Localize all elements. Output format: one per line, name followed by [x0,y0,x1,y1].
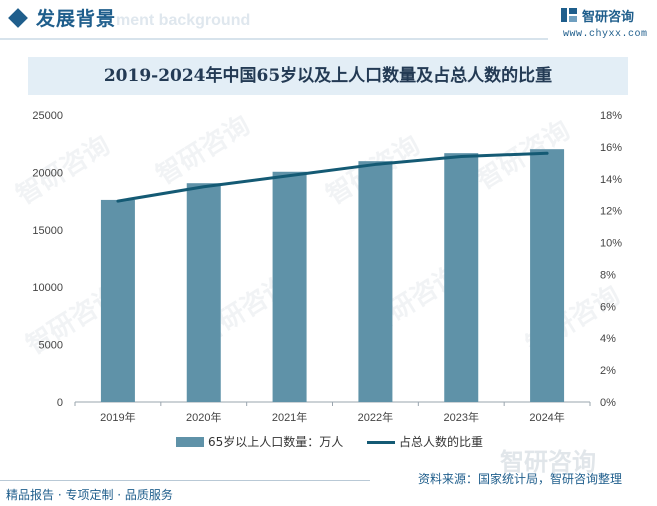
line-series [116,151,549,203]
bar [186,183,221,402]
footer-divider [0,480,370,481]
y-tick-label: 10000 [32,282,63,294]
y-tick-label: 0 [57,397,63,409]
y-tick-label: 20000 [32,167,63,179]
legend-bar-swatch [176,437,204,447]
y2-tick-label: 6% [600,301,616,313]
bar [444,153,479,402]
brand-website: www.chyxx.com [563,29,648,40]
y2-tick-label: 18% [600,110,622,122]
y-tick-label: 5000 [39,340,63,352]
y2-tick-label: 0% [600,397,616,409]
legend-line-label: 占总人数的比重 [399,435,484,449]
bar [358,161,393,402]
bar [100,199,135,402]
brand-watermark: 智研咨询 [500,448,596,476]
x-tick-label: 2022年 [358,410,393,424]
brand-name: 智研咨询 [582,10,635,25]
y-tick-label: 15000 [32,225,63,237]
y2-tick-label: 14% [600,174,622,186]
x-tick-label: 2020年 [186,410,221,424]
y2-tick-label: 4% [600,333,616,345]
bar [530,149,565,402]
y2-tick-label: 16% [600,142,622,154]
section-header: 发展背景 ment background 智研咨询 www.chyxx.com [0,0,657,44]
y2-tick-label: 2% [600,365,616,377]
y-tick-label: 25000 [32,110,63,122]
x-tick-label: 2021年 [272,410,307,424]
section-title: 发展背景 [36,8,117,30]
chart-title: 2019-2024年中国65岁以及上人口数量及占总人数的比重 [28,57,628,95]
section-subtitle-watermark: ment background [116,12,251,29]
footer-slogan: 精品报告 · 专项定制 · 品质服务 [6,488,173,502]
header-divider [0,38,548,40]
y2-tick-label: 12% [600,206,622,218]
bar [272,171,307,402]
y2-tick-label: 10% [600,238,622,250]
x-tick-label: 2024年 [529,410,564,424]
legend-line-swatch [367,441,395,444]
data-source: 资料来源：国家统计局，智研咨询整理 [418,472,623,486]
chart-legend: 65岁以上人口数量：万人 占总人数的比重 [0,432,657,452]
legend-bar-label: 65岁以上人口数量：万人 [208,435,344,449]
zhiyan-logo-icon [561,8,577,22]
x-tick-label: 2019年 [100,410,135,424]
x-tick-label: 2023年 [444,410,479,424]
y2-tick-label: 8% [600,269,616,281]
